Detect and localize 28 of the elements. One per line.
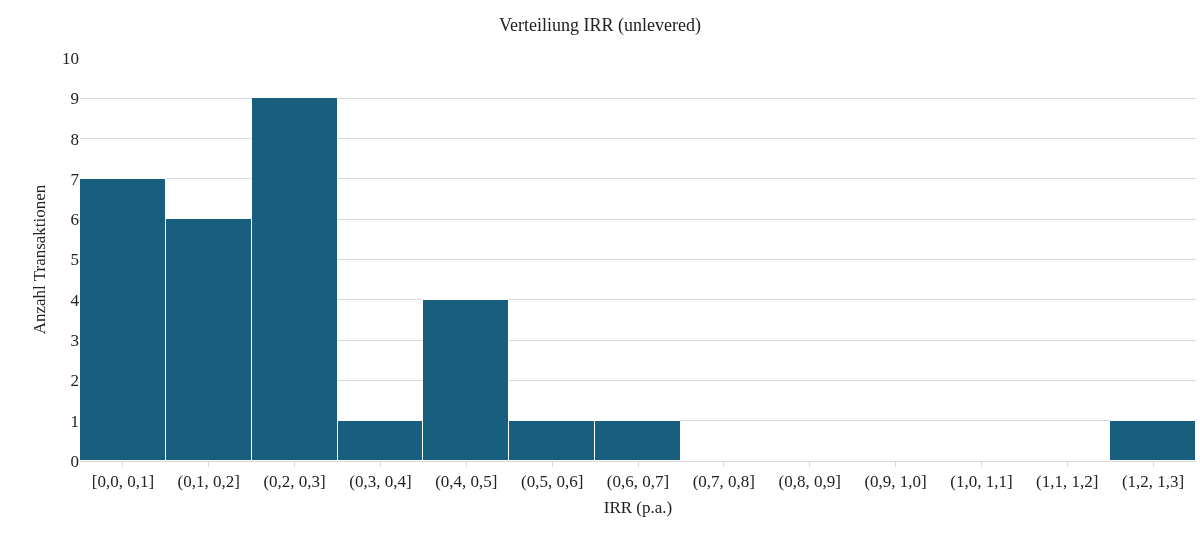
x-axis-title: IRR (p.a.) [603, 497, 673, 517]
y-tick-label: 2 [70, 371, 79, 391]
y-tick-label: 9 [70, 89, 79, 109]
x-tick-label: (1,2, 1,3] [1121, 472, 1185, 492]
y-tick-label: 1 [70, 411, 79, 431]
y-tick-label: 6 [70, 210, 79, 230]
y-tick-label: 10 [62, 48, 79, 68]
x-tick-label: (0,7, 0,8] [692, 472, 756, 492]
y-axis-title: Anzahl Transaktionen [29, 184, 49, 335]
y-tick-label: 5 [70, 250, 79, 270]
y-tick-label: 8 [70, 129, 79, 149]
x-tick-label: [0,0, 0,1] [91, 472, 155, 492]
x-tick-label: (0,1, 0,2] [177, 472, 240, 492]
x-tick-label: (1,0, 1,1] [950, 472, 1013, 492]
x-tick-label: (0,2, 0,3] [263, 472, 326, 492]
bar [1109, 420, 1196, 461]
x-tick-label: (1,1, 1,2] [1036, 472, 1099, 492]
x-tick-label: (0,4, 0,5] [435, 472, 498, 492]
y-tick-label: 3 [70, 331, 79, 351]
x-tick-label: (0,6, 0,7] [606, 472, 670, 492]
x-tick-label: (0,9, 1,0] [864, 472, 927, 492]
y-tick-label: 4 [70, 290, 80, 310]
chart-title: Verteiliung IRR (unlevered) [499, 15, 701, 37]
x-tick-label: (0,5, 0,6] [520, 472, 584, 492]
y-tick-label: 0 [70, 451, 79, 471]
x-tick-label: (0,3, 0,4] [349, 472, 412, 492]
y-tick-label: 7 [70, 169, 80, 189]
x-tick-label: (0,8, 0,9] [778, 472, 841, 492]
